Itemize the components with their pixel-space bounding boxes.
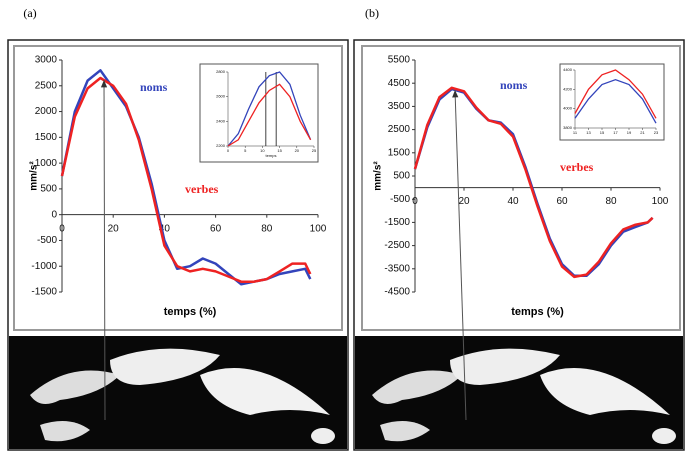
inset-y-tick-label: 3800: [563, 125, 573, 130]
y-tick-label: 500: [393, 171, 410, 182]
inset-y-tick-label: 2200: [216, 143, 226, 148]
inset-x-tick-label: 15: [277, 148, 282, 153]
y-tick-label: 1500: [388, 147, 411, 158]
y-tick-label: -3500: [384, 263, 410, 274]
y-tick-label: -500: [390, 194, 410, 205]
inset-y-tick-label: 4200: [563, 86, 573, 91]
inset-line-series: [227, 71, 312, 147]
inset-x-tick-label: 0: [227, 148, 230, 153]
series-label: verbes: [560, 160, 594, 174]
line-series: [60, 76, 312, 283]
panel-frames: [7, 39, 685, 451]
x-axis-label: temps (%): [164, 306, 217, 318]
series-label: verbes: [185, 182, 219, 196]
inset-frame: [559, 63, 665, 141]
x-tick-label: 20: [458, 196, 470, 207]
panel-label: (a): [23, 6, 36, 20]
arrow: [454, 89, 467, 421]
series-label: noms: [140, 80, 168, 94]
inset-x-tick-label: 23: [654, 130, 659, 135]
inset-x-tick-label: 17: [613, 130, 618, 135]
x-axis-label: temps (%): [511, 306, 564, 318]
inset-x-tick-label: 21: [640, 130, 645, 135]
y-tick-label: 3000: [35, 55, 58, 66]
y-tick-label: -1500: [31, 287, 57, 298]
x-tick-label: 40: [507, 196, 519, 207]
y-axis-label: mm/s²: [373, 161, 384, 191]
y-tick-label: -1000: [31, 261, 57, 272]
inset-y-tick-label: 2400: [216, 118, 226, 123]
inset-y-tick-label: 4400: [563, 67, 573, 72]
y-tick-label: 3500: [388, 101, 411, 112]
y-tick-label: 500: [40, 184, 57, 195]
x-tick-label: 0: [59, 223, 65, 234]
inset-x-tick-label: 15: [600, 130, 605, 135]
inset-x-tick-label: 20: [295, 148, 300, 153]
y-tick-label: 2000: [35, 106, 58, 117]
inset-x-tick-label: 11: [573, 130, 578, 135]
x-tick-label: 0: [412, 196, 418, 207]
y-tick-label: 1000: [35, 158, 58, 169]
inset-x-tick-label: 5: [244, 148, 247, 153]
x-tick-label: 60: [210, 223, 222, 234]
x-tick-label: 60: [556, 196, 568, 207]
inset-x-tick-label: 10: [260, 148, 265, 153]
arrow: [103, 79, 106, 421]
y-tick-label: 2500: [35, 80, 58, 91]
x-tick-label: 40: [159, 223, 171, 234]
inset-frame: [199, 63, 319, 163]
series-label: noms: [500, 78, 528, 92]
arrow-head: [452, 90, 459, 98]
panel-label: (b): [365, 6, 379, 20]
inset-y-tick-label: 4000: [563, 106, 573, 111]
y-axis-label: mm/s²: [29, 161, 40, 191]
hand-image-b: [355, 336, 683, 449]
inset-y-tick-label: 2600: [216, 94, 226, 99]
x-tick-label: 80: [261, 223, 273, 234]
y-tick-label: -4500: [384, 287, 410, 298]
y-tick-label: 2500: [388, 124, 411, 135]
inset-x-tick-label: 19: [627, 130, 632, 135]
inset-y-tick-label: 2800: [216, 69, 226, 74]
arrow-head: [100, 80, 108, 88]
y-tick-label: 4500: [388, 78, 411, 89]
y-tick-label: 0: [51, 209, 57, 220]
x-tick-label: 80: [605, 196, 617, 207]
hand-image-a: [9, 336, 347, 449]
y-tick-label: -1500: [384, 217, 410, 228]
inset-line-series: [227, 83, 312, 147]
inset-line-series: [574, 69, 657, 119]
x-tick-label: 20: [108, 223, 120, 234]
y-tick-label: 1500: [35, 132, 58, 143]
line-series: [413, 86, 654, 279]
inset-x-tick-label: 13: [586, 130, 591, 135]
x-tick-label: 100: [652, 196, 669, 207]
x-tick-label: 100: [310, 223, 327, 234]
line-series: [60, 69, 312, 286]
inset-line-series: [574, 79, 657, 124]
y-tick-label: -2500: [384, 240, 410, 251]
y-tick-label: 5500: [388, 55, 411, 66]
inset-x-label: temps: [266, 153, 277, 158]
inset-x-tick-label: 25: [312, 148, 317, 153]
y-tick-label: -500: [37, 235, 57, 246]
